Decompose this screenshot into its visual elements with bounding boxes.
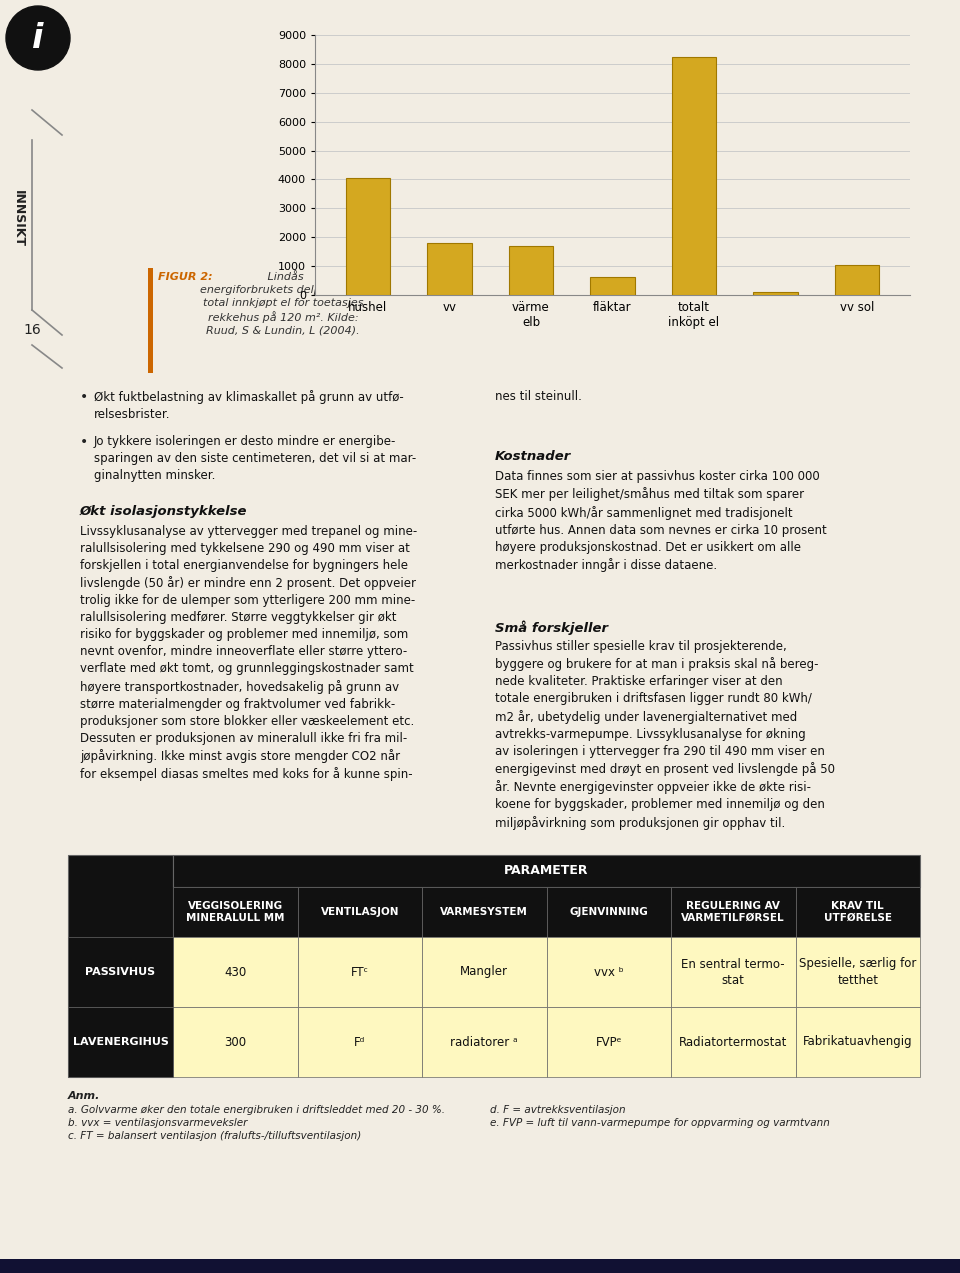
Bar [148, 269, 153, 373]
Text: Lindås
energiforbrukets delposter og
total innkjøpt el for toetasjes
rekkehus på: Lindås energiforbrukets delposter og tot… [200, 272, 367, 336]
Bar [546, 1007, 671, 1077]
Bar [590, 278, 635, 295]
Bar [298, 887, 422, 937]
Bar [68, 937, 173, 1007]
Text: Spesielle, særlig for
tetthet: Spesielle, særlig for tetthet [799, 957, 917, 987]
Bar [834, 265, 879, 295]
Text: e. FVP = luft til vann-varmepumpe for oppvarming og varmtvann: e. FVP = luft til vann-varmepumpe for op… [490, 1118, 829, 1128]
Text: Mangler: Mangler [460, 965, 508, 979]
Text: vvx ᵇ: vvx ᵇ [594, 965, 624, 979]
Text: VEGGISOLERING
MINERALULL MM: VEGGISOLERING MINERALULL MM [186, 901, 284, 923]
Bar [796, 937, 920, 1007]
Bar [672, 57, 716, 295]
Bar [753, 292, 798, 295]
Bar [173, 887, 298, 937]
Text: LAVENERGIHUS: LAVENERGIHUS [73, 1037, 168, 1046]
Bar [796, 887, 920, 937]
Bar [173, 1007, 298, 1077]
Text: c. FT = balansert ventilasjon (fralufts-/tilluftsventilasjon): c. FT = balansert ventilasjon (fralufts-… [68, 1130, 361, 1141]
Text: Jo tykkere isoleringen er desto mindre er energibe-
sparingen av den siste centi: Jo tykkere isoleringen er desto mindre e… [94, 435, 417, 482]
Bar [422, 1007, 546, 1077]
Text: INNSIKT: INNSIKT [12, 190, 25, 247]
Text: Fᵈ: Fᵈ [354, 1035, 366, 1049]
Bar [68, 1007, 173, 1077]
Text: PARAMETER: PARAMETER [504, 864, 588, 877]
Text: a. Golvvarme øker den totale energibruken i driftsleddet med 20 - 30 %.: a. Golvvarme øker den totale energibruke… [68, 1105, 445, 1115]
Text: Kostnader: Kostnader [495, 449, 571, 463]
Text: •: • [80, 435, 88, 449]
Text: Livssyklusanalyse av yttervegger med trepanel og mine-
ralullsisolering med tykk: Livssyklusanalyse av yttervegger med tre… [80, 524, 418, 782]
Bar [68, 855, 173, 1077]
Text: VENTILASJON: VENTILASJON [321, 906, 399, 917]
Text: 300: 300 [225, 1035, 247, 1049]
Text: Fabrikatuavhengig: Fabrikatuavhengig [803, 1035, 913, 1049]
Text: Økt fuktbelastning av klimaskallet på grunn av utfø-
relsesbrister.: Økt fuktbelastning av klimaskallet på gr… [94, 390, 404, 421]
Bar [671, 937, 796, 1007]
Text: d. F = avtrekksventilasjon: d. F = avtrekksventilasjon [490, 1105, 626, 1115]
Text: FIGUR 2:: FIGUR 2: [158, 272, 212, 283]
Bar [173, 855, 920, 887]
Text: Små forskjeller: Små forskjeller [495, 620, 608, 634]
Bar [422, 887, 546, 937]
Bar [671, 1007, 796, 1077]
Text: Anm.: Anm. [68, 1091, 101, 1101]
Bar [173, 937, 298, 1007]
Text: En sentral termo-
stat: En sentral termo- stat [682, 957, 785, 987]
Text: 430: 430 [224, 965, 247, 979]
Text: i: i [33, 22, 44, 55]
Bar [298, 1007, 422, 1077]
Text: nes til steinull.: nes til steinull. [495, 390, 582, 404]
Bar [509, 246, 553, 295]
Text: REGULERING AV
VARMETILFØRSEL: REGULERING AV VARMETILFØRSEL [682, 901, 785, 923]
Text: Økt isolasjonstykkelse: Økt isolasjonstykkelse [80, 505, 248, 518]
Bar [422, 937, 546, 1007]
Text: •: • [80, 390, 88, 404]
Bar [346, 178, 391, 295]
Text: Passivhus stiller spesielle krav til prosjekterende,
byggere og brukere for at m: Passivhus stiller spesielle krav til pro… [495, 640, 835, 830]
Text: b. vvx = ventilasjonsvarmeveksler: b. vvx = ventilasjonsvarmeveksler [68, 1118, 248, 1128]
Text: VARMESYSTEM: VARMESYSTEM [441, 906, 528, 917]
Text: Radiatortermostat: Radiatortermostat [679, 1035, 787, 1049]
Text: GJENVINNING: GJENVINNING [569, 906, 648, 917]
Bar [298, 937, 422, 1007]
Bar [546, 887, 671, 937]
Text: FVPᵉ: FVPᵉ [595, 1035, 622, 1049]
Circle shape [6, 6, 70, 70]
Text: radiatorer ᵃ: radiatorer ᵃ [450, 1035, 518, 1049]
Bar [0, 1259, 960, 1273]
Bar [427, 243, 472, 295]
Bar [671, 887, 796, 937]
Bar [546, 937, 671, 1007]
Text: 16: 16 [23, 323, 41, 337]
Text: FTᶜ: FTᶜ [350, 965, 369, 979]
Bar [796, 1007, 920, 1077]
Text: PASSIVHUS: PASSIVHUS [85, 967, 156, 976]
Text: KRAV TIL
UTFØRELSE: KRAV TIL UTFØRELSE [824, 901, 892, 923]
Text: HOVED-
ALTERNATIV: HOVED- ALTERNATIV [81, 951, 160, 980]
Text: Data finnes som sier at passivhus koster cirka 100 000
SEK mer per leilighet/små: Data finnes som sier at passivhus koster… [495, 470, 827, 572]
